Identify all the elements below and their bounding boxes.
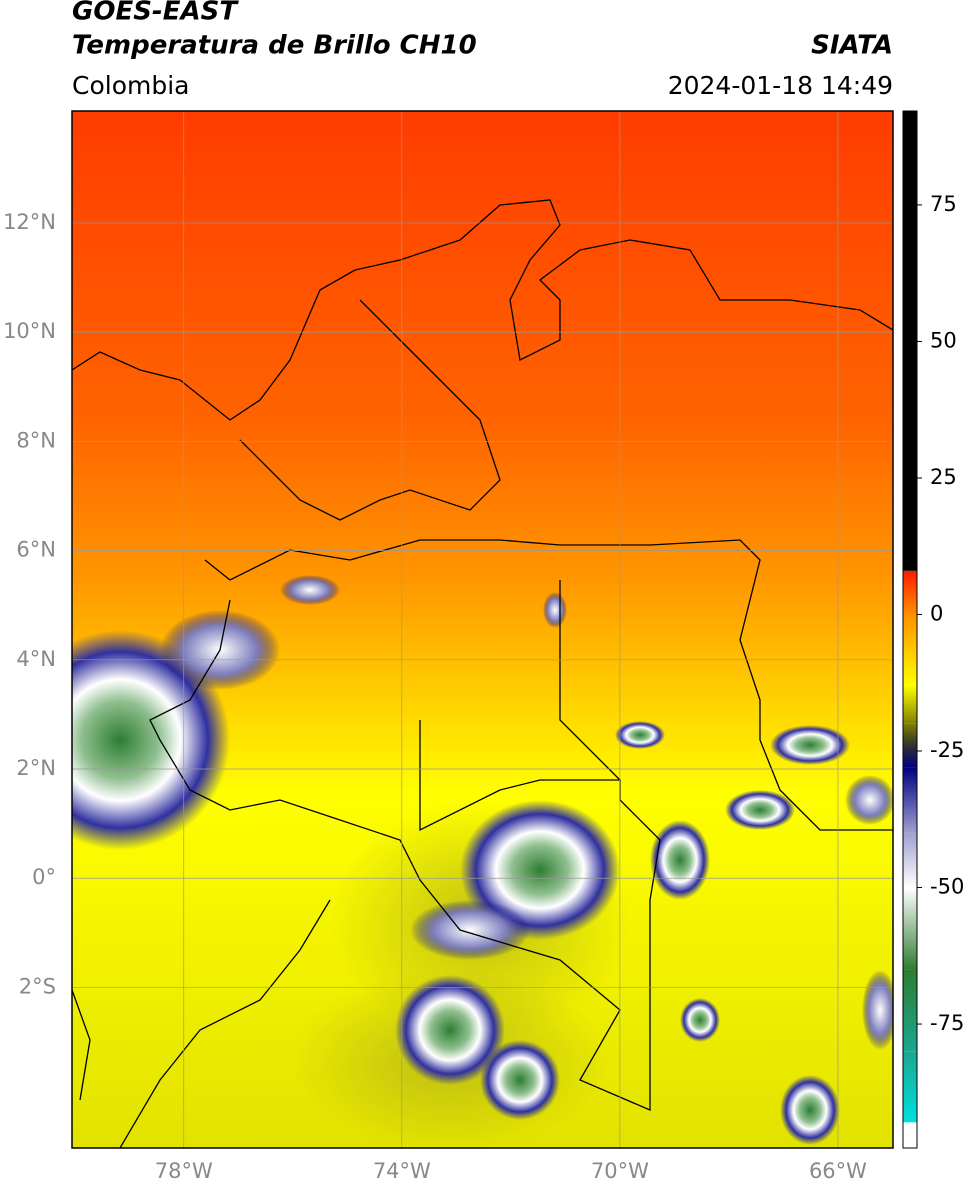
y-tick-label: 4°N	[16, 647, 56, 671]
colorbar-tick-label: -50	[930, 875, 964, 899]
title: GOES-EAST	[72, 0, 239, 27]
y-tick-label: 6°N	[16, 538, 56, 562]
map-frame	[71, 110, 894, 1149]
subtitle: Temperatura de Brillo CH10	[72, 31, 477, 61]
y-tick-label: 8°N	[16, 428, 56, 452]
satellite-image	[72, 111, 893, 1148]
y-tick-label: 2°S	[19, 974, 56, 998]
colorbar-segment	[903, 767, 917, 833]
y-tick-label: 2°N	[16, 756, 56, 780]
y-tick-label: 10°N	[3, 319, 56, 343]
colorbar-segment	[903, 832, 917, 888]
colorbar-segment	[903, 614, 917, 686]
colorbar-segment	[903, 685, 917, 724]
colorbar-segment	[903, 745, 917, 768]
colorbar-tick-label: 75	[930, 192, 957, 216]
colorbar-tick-label: -75	[930, 1011, 964, 1035]
colorbar-segment	[903, 111, 917, 571]
colorbar-segment	[903, 1051, 917, 1123]
colorbar-tick-label: 25	[930, 465, 957, 489]
colorbar-tick-label: -25	[930, 738, 964, 762]
x-tick-label: 78°W	[155, 1159, 213, 1183]
y-tick-label: 0°	[32, 865, 56, 889]
colorbar-segment	[903, 887, 917, 970]
region: Colombia	[72, 71, 189, 100]
x-tick-label: 70°W	[591, 1159, 649, 1183]
x-tick-label: 74°W	[373, 1159, 431, 1183]
colorbar-tick-label: 50	[930, 328, 957, 352]
timestamp: 2024-01-18 14:49	[668, 71, 893, 100]
colorbar-segment	[903, 969, 917, 1052]
source: SIATA	[811, 31, 893, 61]
colorbar-segment	[903, 1122, 917, 1148]
x-tick-label: 66°W	[809, 1159, 867, 1183]
colorbar-tick-label: 0	[930, 601, 943, 625]
colorbar-segment	[903, 570, 917, 615]
colorbar-segment	[903, 723, 917, 746]
y-tick-label: 12°N	[3, 210, 56, 234]
colorbar-frame	[902, 110, 918, 1149]
